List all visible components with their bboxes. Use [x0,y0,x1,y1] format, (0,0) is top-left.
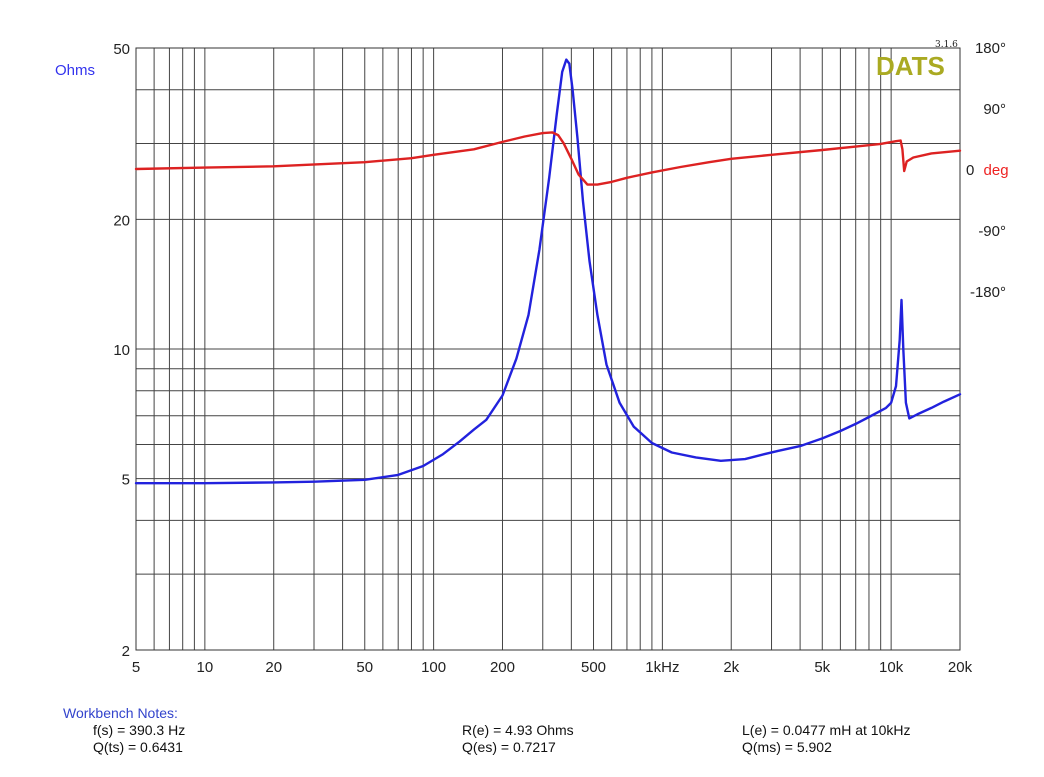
x-tick-label: 10k [879,659,904,676]
x-tick-label: 20k [948,659,973,676]
y-right-tick-labels: 180° 90° -90° -180° [970,40,1006,301]
x-tick-label: 200 [490,659,515,676]
y-left-axis-label: Ohms [55,62,95,79]
x-tick-label: 100 [421,659,446,676]
note-qes: Q(es) = 0.7217 [462,739,556,755]
brand-logo: DATS [876,51,945,81]
version-label: 3.1.6 [935,40,958,50]
x-tick-label: 10 [197,659,214,676]
y-right-axis-zero: 0 [966,162,974,179]
y-right-tick-label: -180° [970,284,1006,301]
x-tick-labels: 5 10 20 50 100 200 500 1kHz 2k 5k 10k 20k [132,659,973,676]
series-layer [134,58,962,485]
x-tick-label: 50 [356,659,373,676]
y-right-tick-label: 90° [983,101,1006,118]
workbench-notes-title: Workbench Notes: [63,705,178,721]
note-re: R(e) = 4.93 Ohms [462,722,574,738]
x-tick-label: 2k [723,659,739,676]
note-qts: Q(ts) = 0.6431 [93,739,183,755]
x-tick-label: 5k [814,659,830,676]
y-right-tick-label: -90° [978,223,1006,240]
impedance-series-line [134,58,962,485]
y-left-tick-label: 20 [113,212,130,229]
y-right-tick-label: 180° [975,40,1006,57]
note-qms: Q(ms) = 5.902 [742,739,832,755]
x-tick-label: 1kHz [645,659,679,676]
note-le: L(e) = 0.0477 mH at 10kHz [742,722,911,738]
plot-frame [135,47,961,651]
y-right-axis-label: 0 deg [966,162,1009,179]
x-tick-label: 20 [265,659,282,676]
y-left-tick-labels: 50 20 10 5 2 [113,41,130,660]
y-right-axis-unit: deg [984,162,1009,179]
y-left-tick-label: 10 [113,342,130,359]
note-fs: f(s) = 390.3 Hz [93,722,186,738]
x-tick-label: 500 [581,659,606,676]
y-left-tick-label: 50 [113,41,130,58]
chart-grid [135,47,961,651]
y-left-tick-label: 2 [122,643,130,660]
y-left-tick-label: 5 [122,472,130,489]
x-tick-label: 5 [132,659,140,676]
phase-series-line [134,131,962,186]
